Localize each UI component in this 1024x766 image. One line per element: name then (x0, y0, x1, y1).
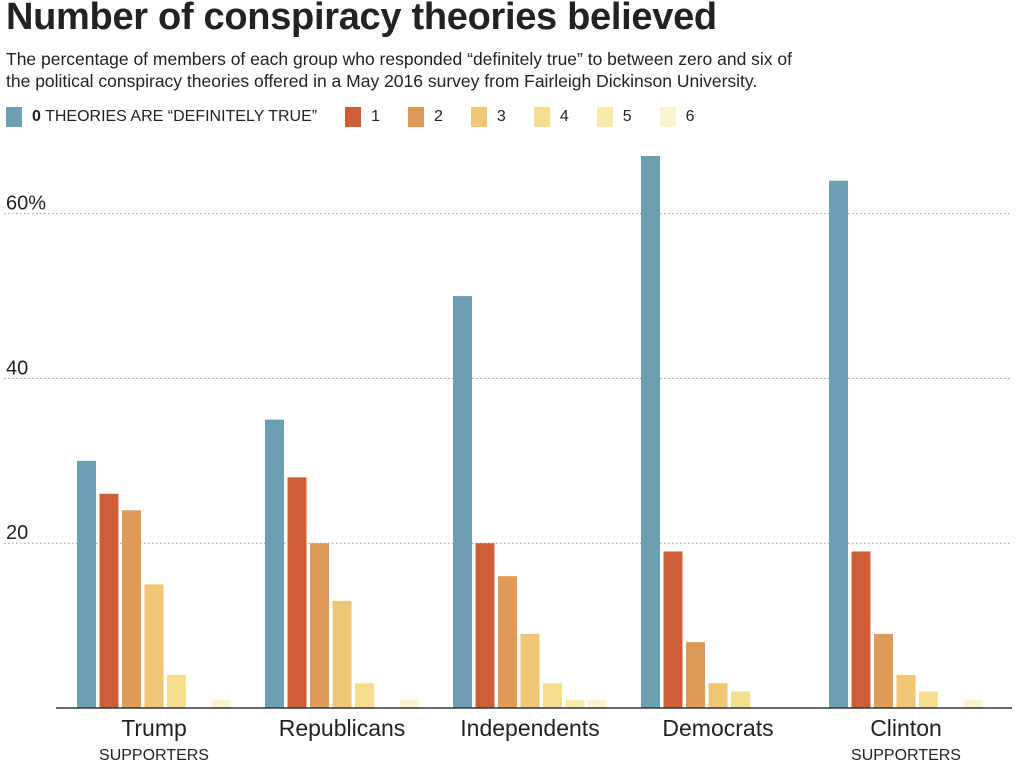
bar-2-5 (565, 699, 585, 708)
legend-label-4: 4 (559, 108, 569, 125)
legend-item-5: 5 (596, 107, 632, 127)
bar-0-2 (122, 510, 141, 708)
legend-label-6: 6 (685, 108, 695, 125)
bar-4-2 (874, 633, 893, 708)
legend-swatch-0 (6, 107, 22, 127)
bar-1-0 (265, 419, 284, 708)
bar-2-0 (453, 296, 472, 708)
bar-3-1 (663, 551, 683, 708)
bar-1-1 (287, 477, 307, 708)
legend-item-0: 0 THEORIES ARE “DEFINITELY TRUE” (6, 107, 317, 127)
bar-1-4 (355, 683, 374, 708)
legend-item-1: 1 (345, 107, 380, 127)
category-label-1: Republicans (279, 715, 406, 741)
chart-title: Number of conspiracy theories believed (6, 0, 717, 38)
legend-swatch-4 (533, 107, 550, 127)
legend-swatch-2 (408, 107, 425, 127)
bar-4-6 (964, 699, 983, 708)
bar-4-1 (851, 551, 871, 708)
subtitle-line-2: the political conspiracy theories offere… (6, 71, 758, 91)
bar-2-3 (520, 633, 540, 708)
legend-item-2: 2 (408, 107, 443, 127)
y-tick-label-40: 40 (6, 357, 28, 379)
bar-4-4 (919, 691, 938, 708)
bar-3-0 (641, 156, 660, 708)
y-tick-label-60: 60% (6, 193, 46, 215)
legend: 0 THEORIES ARE “DEFINITELY TRUE” 1 2 3 4 5 6 (6, 106, 723, 128)
category-label-3: Democrats (662, 715, 773, 741)
legend-label-5: 5 (622, 108, 632, 125)
legend-swatch-6 (659, 107, 676, 127)
legend-swatch-3 (470, 107, 487, 127)
bar-3-3 (708, 683, 728, 708)
legend-label-3: 3 (496, 108, 506, 125)
bar-0-3 (144, 584, 164, 708)
legend-item-4: 4 (533, 107, 569, 127)
legend-label-0: 0 THEORIES ARE “DEFINITELY TRUE” (32, 108, 318, 125)
bar-2-1 (475, 543, 495, 708)
category-label-2: Independents (460, 715, 599, 741)
y-tick-label-20: 20 (6, 522, 28, 544)
bar-4-3 (896, 675, 916, 708)
category-sublabel-0: SUPPORTERS (99, 747, 209, 764)
category-label-0: Trump (121, 715, 187, 741)
bar-1-2 (310, 543, 329, 708)
bar-3-2 (686, 642, 705, 708)
bar-2-4 (543, 683, 562, 708)
bar-2-6 (588, 699, 607, 708)
legend-swatch-5 (596, 107, 613, 127)
chart-subtitle: The percentage of members of each group … (6, 48, 1006, 92)
bar-1-6 (400, 699, 419, 708)
legend-item-6: 6 (659, 107, 695, 127)
legend-label-1: 1 (371, 108, 381, 125)
legend-swatch-1 (345, 107, 362, 127)
bar-3-4 (731, 691, 750, 708)
bar-0-0 (77, 460, 96, 708)
legend-item-3: 3 (470, 107, 506, 127)
category-label-4: Clinton (870, 715, 942, 741)
bar-1-3 (332, 600, 352, 708)
category-sublabel-4: SUPPORTERS (851, 747, 961, 764)
bar-0-4 (167, 675, 186, 708)
bar-0-6 (212, 699, 231, 708)
subtitle-line-1: The percentage of members of each group … (6, 49, 793, 69)
legend-label-2: 2 (434, 108, 443, 125)
bar-2-2 (498, 576, 517, 708)
bar-4-0 (829, 180, 848, 708)
bar-0-1 (99, 493, 119, 708)
